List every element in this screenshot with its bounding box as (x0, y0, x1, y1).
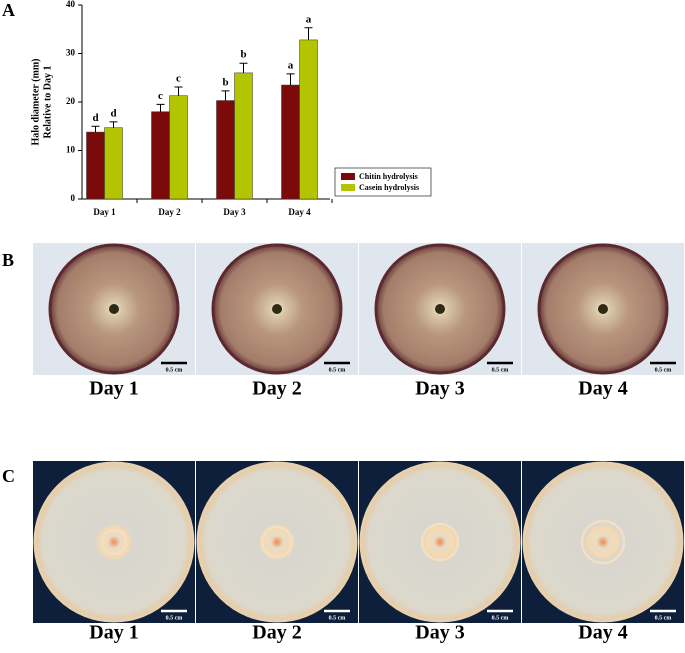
scale-bar-label: 0.5 cm (166, 615, 183, 621)
significance-letter: b (222, 76, 228, 88)
y-tick-label: 40 (66, 0, 76, 9)
day-caption: Day 3 (415, 622, 464, 644)
halo-ring (420, 522, 460, 562)
bar (216, 100, 235, 200)
day-caption: Day 1 (89, 378, 138, 400)
day-caption: Day 3 (415, 378, 464, 400)
panel-label: A (2, 0, 15, 20)
y-tick-label: 10 (66, 145, 76, 155)
scale-bar-label: 0.5 cm (655, 615, 672, 621)
y-tick-label: 30 (66, 48, 76, 58)
bar (281, 84, 300, 200)
scale-bar-label: 0.5 cm (166, 367, 183, 373)
bar (299, 39, 318, 200)
bar (104, 127, 123, 200)
bar (169, 95, 188, 200)
day-caption: Day 2 (252, 622, 301, 644)
significance-letter: d (110, 107, 116, 119)
y-tick-label: 0 (71, 193, 76, 203)
significance-letter: a (288, 59, 294, 71)
colony (598, 304, 608, 314)
panel-label: B (2, 250, 14, 270)
bar (234, 72, 253, 200)
day-caption: Day 2 (252, 378, 301, 400)
day-caption: Day 4 (578, 622, 627, 644)
error-bar (156, 103, 165, 112)
significance-letter: c (176, 72, 181, 84)
petri-dish (33, 461, 195, 623)
colony (109, 304, 119, 314)
halo-ring (580, 519, 626, 565)
x-tick-label: Day 4 (288, 207, 311, 217)
y-label-line: Relative to Day 1 (42, 65, 53, 138)
error-bar (239, 62, 248, 73)
halo-ring (100, 528, 128, 556)
error-bar (221, 90, 230, 101)
legend-swatch (341, 173, 355, 180)
error-bar (304, 27, 313, 40)
legend-label: Chitin hydrolysis (359, 172, 418, 181)
significance-letter: c (158, 90, 163, 102)
y-axis-label: Halo diameter (mm) Relative to Day 1 (30, 58, 53, 145)
x-tick-label: Day 1 (93, 207, 116, 217)
significance-letter: b (240, 49, 246, 61)
y-tick-label: 20 (66, 96, 76, 106)
day-caption: Day 4 (578, 378, 627, 400)
error-bar (286, 73, 295, 86)
y-label-line: Halo diameter (mm) (30, 58, 41, 145)
x-tick-label: Day 3 (223, 207, 246, 217)
scale-bar-label: 0.5 cm (329, 367, 346, 373)
panel-label: C (2, 466, 15, 486)
petri-dish (359, 461, 521, 623)
colony (272, 304, 282, 314)
scale-bar-label: 0.5 cm (492, 615, 509, 621)
petri-dish (522, 461, 684, 623)
legend-box (334, 167, 432, 197)
petri-dish (196, 461, 358, 623)
error-bar (174, 86, 183, 96)
colony (435, 304, 445, 314)
x-tick-label: Day 2 (158, 207, 181, 217)
legend-label: Casein hydrolysis (359, 183, 419, 192)
scale-bar-label: 0.5 cm (492, 367, 509, 373)
scale-bar-label: 0.5 cm (655, 367, 672, 373)
significance-letter: d (92, 112, 98, 124)
error-bar (91, 125, 100, 133)
significance-letter: a (306, 13, 312, 25)
bar (151, 111, 170, 200)
legend-swatch (341, 184, 355, 191)
scale-bar-label: 0.5 cm (329, 615, 346, 621)
halo-ring (260, 525, 294, 559)
day-caption: Day 1 (89, 622, 138, 644)
error-bar (109, 121, 118, 128)
bar (86, 131, 105, 200)
